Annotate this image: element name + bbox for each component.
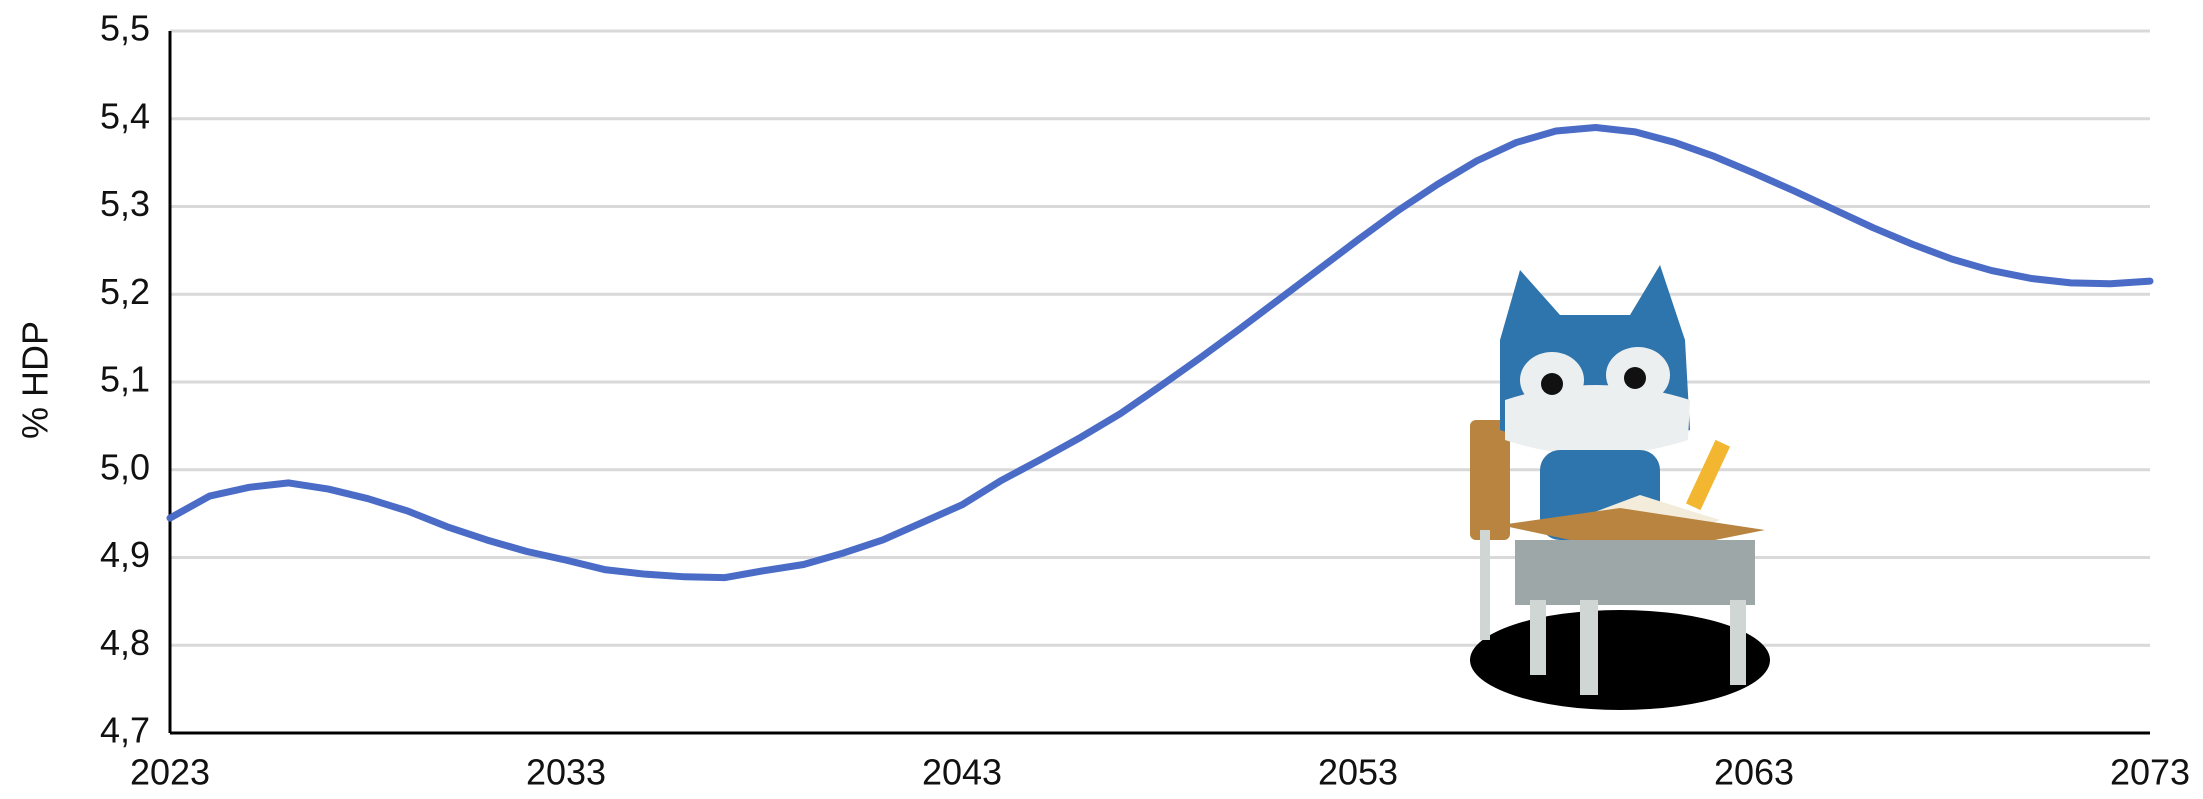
y-tick-label: 4,9 [100,534,150,575]
x-tick-label: 2053 [1318,752,1398,793]
y-tick-label: 5,2 [100,271,150,312]
chair-back [1470,420,1510,540]
y-tick-label: 4,8 [100,622,150,663]
y-tick-label: 4,7 [100,710,150,751]
cat-pupil [1624,367,1646,389]
y-tick-label: 5,5 [100,8,150,49]
y-tick-label: 5,3 [100,183,150,224]
desk-leg [1530,600,1546,675]
mascot-illustration [1470,265,1770,710]
data-line [166,124,2154,582]
x-tick-label: 2033 [526,752,606,793]
cat-pupil [1541,373,1563,395]
chair-leg [1480,530,1490,640]
pencil [1685,439,1731,511]
y-axis-label: % HDP [15,321,56,439]
axes [168,31,2150,735]
x-tick-label: 2043 [922,752,1002,793]
desk-front [1515,540,1755,605]
x-tick-label: 2023 [130,752,210,793]
desk-leg [1730,600,1746,685]
shadow [1470,610,1770,710]
y-tick-label: 5,0 [100,446,150,487]
y-tick-label: 5,4 [100,95,150,136]
y-tick-label: 5,1 [100,359,150,400]
x-tick-label: 2063 [1714,752,1794,793]
x-tick-label: 2073 [2110,752,2190,793]
desk-leg [1580,600,1598,695]
grid [170,29,2150,735]
